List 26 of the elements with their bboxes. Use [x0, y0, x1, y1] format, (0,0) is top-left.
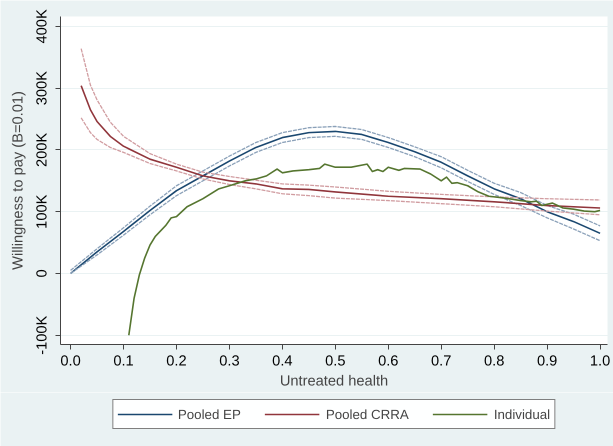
x-tick-label: 0.4	[272, 354, 293, 370]
line-series	[80, 84, 601, 209]
y-tick-label: 200K	[34, 132, 50, 168]
x-tick-label: 0.6	[378, 354, 398, 370]
x-tick-label: 0.0	[60, 354, 81, 370]
y-axis-title: Willingness to pay (B=0.01)	[10, 91, 26, 270]
x-tick-label: 0.8	[484, 354, 504, 370]
line-series	[80, 48, 601, 201]
y-tick-label: 400K	[34, 9, 50, 44]
x-tick-label: 0.9	[536, 354, 558, 370]
legend-label: Pooled EP	[178, 406, 241, 422]
y-tick-label: 100K	[34, 194, 50, 229]
legend-label: Individual	[494, 406, 550, 422]
x-axis-title: Untreated health	[280, 374, 388, 390]
x-tick-label: 0.1	[113, 354, 134, 370]
line-series	[128, 163, 601, 336]
x-tick-label: 0.5	[325, 354, 346, 370]
y-tick-label: -100K	[34, 315, 50, 355]
x-tick-label: 0.3	[219, 354, 240, 370]
x-tick-label: 0.2	[166, 354, 187, 370]
line-series	[80, 117, 601, 216]
legend-label: Pooled CRRA	[326, 406, 409, 422]
y-tick-label: 0	[34, 269, 50, 278]
y-tick-label: 300K	[34, 70, 50, 106]
x-tick-label: 0.7	[431, 354, 452, 370]
x-tick-label: 1.0	[590, 354, 610, 370]
